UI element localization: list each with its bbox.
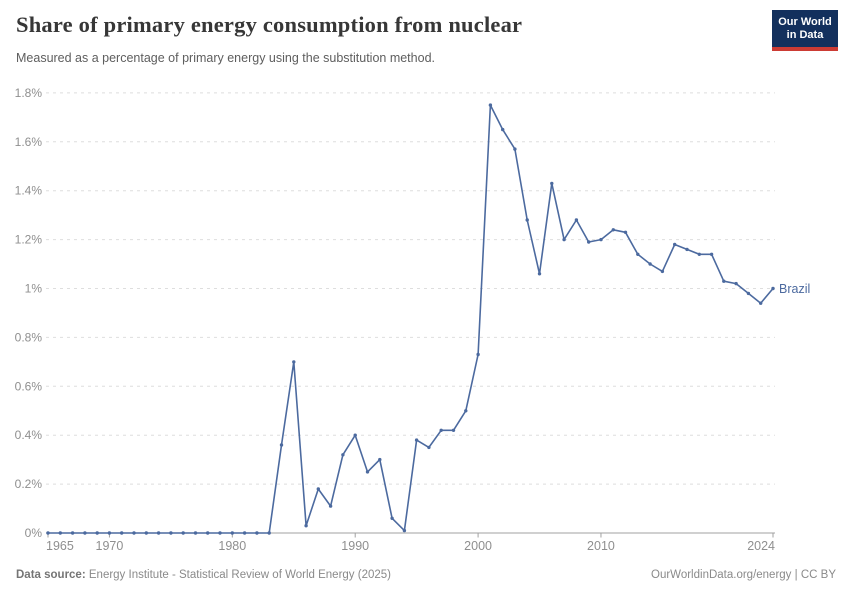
data-point[interactable] — [218, 531, 222, 535]
owid-logo-line1: Our World — [778, 16, 832, 28]
data-point[interactable] — [759, 301, 763, 305]
data-point[interactable] — [181, 531, 185, 535]
x-tick-label: 1990 — [341, 539, 369, 553]
data-point[interactable] — [525, 218, 529, 222]
data-point[interactable] — [193, 531, 198, 535]
data-point[interactable] — [660, 269, 665, 274]
data-point[interactable] — [746, 291, 751, 296]
data-point[interactable] — [242, 531, 247, 535]
y-tick-label: 1% — [25, 282, 43, 296]
data-point[interactable] — [427, 445, 431, 450]
y-tick-label: 1.6% — [15, 135, 43, 149]
chart-subtitle: Measured as a percentage of primary ener… — [16, 51, 435, 65]
data-point[interactable] — [623, 230, 628, 234]
data-point[interactable] — [599, 237, 603, 242]
data-point[interactable] — [648, 262, 652, 266]
data-point[interactable] — [255, 531, 259, 535]
x-tick-label: 1970 — [96, 539, 124, 553]
y-tick-label: 1.4% — [15, 184, 43, 198]
y-tick-label: 0.2% — [15, 477, 43, 491]
license-link[interactable]: CC BY — [800, 569, 836, 581]
data-point[interactable] — [476, 352, 480, 357]
data-point[interactable] — [58, 531, 62, 535]
owid-url-link[interactable]: OurWorldinData.org/energy — [651, 569, 792, 581]
data-point[interactable] — [414, 438, 419, 442]
series-line-brazil[interactable] — [47, 104, 774, 534]
data-point[interactable] — [169, 531, 173, 535]
data-point[interactable] — [501, 127, 505, 132]
data-point[interactable] — [316, 487, 320, 491]
data-point[interactable] — [341, 453, 345, 457]
data-point[interactable] — [292, 360, 296, 364]
credit-separator: | — [794, 569, 798, 581]
data-point[interactable] — [697, 252, 701, 256]
data-point[interactable] — [673, 242, 677, 247]
series-label-brazil[interactable]: Brazil — [779, 282, 810, 296]
data-point[interactable] — [771, 286, 775, 291]
data-point[interactable] — [279, 443, 284, 447]
data-point[interactable] — [562, 237, 566, 242]
data-point[interactable] — [685, 247, 689, 252]
x-tick-label: 1980 — [218, 539, 246, 553]
line-chart[interactable]: 0% 0.2% 0.4% 0.6% 0.8% 1% 1.2% 1.4% 1.6% 1.8% 1965… — [0, 0, 850, 562]
data-point[interactable] — [722, 279, 726, 283]
x-tick-label: 1965 — [46, 539, 74, 553]
data-point[interactable] — [328, 504, 333, 508]
x-tick-label: 2000 — [464, 539, 492, 553]
data-point[interactable] — [611, 228, 615, 232]
data-point[interactable] — [734, 281, 738, 286]
data-point[interactable] — [156, 531, 161, 535]
y-tick-label: 0.8% — [15, 330, 43, 344]
data-point[interactable] — [550, 181, 554, 186]
data-point[interactable] — [587, 240, 591, 244]
x-tick-label: 2024 — [747, 539, 775, 553]
y-tick-label: 1.8% — [15, 86, 43, 100]
data-point[interactable] — [267, 531, 271, 535]
data-point[interactable] — [513, 147, 517, 151]
data-point[interactable] — [83, 531, 87, 535]
data-point[interactable] — [488, 103, 493, 107]
owid-logo[interactable]: Our World in Data — [772, 10, 838, 51]
data-point[interactable] — [402, 528, 407, 533]
y-tick-label: 1.2% — [15, 233, 43, 247]
data-point[interactable] — [537, 272, 542, 276]
data-point[interactable] — [230, 531, 234, 535]
data-point[interactable] — [365, 470, 370, 474]
data-point[interactable] — [353, 433, 357, 437]
data-point[interactable] — [636, 252, 640, 256]
data-source-text: Energy Institute - Statistical Review of… — [88, 569, 391, 581]
credit: OurWorldinData.org/energy | CC BY — [651, 569, 836, 581]
data-point[interactable] — [451, 428, 456, 432]
data-point[interactable] — [144, 531, 148, 535]
data-point[interactable] — [574, 218, 579, 222]
data-point[interactable] — [70, 531, 75, 535]
data-point[interactable] — [132, 531, 136, 535]
data-point[interactable] — [107, 531, 112, 535]
data-point[interactable] — [709, 252, 714, 256]
data-point[interactable] — [390, 516, 394, 520]
chart-footer: Data source: Energy Institute - Statisti… — [16, 569, 836, 581]
data-point[interactable] — [439, 428, 443, 432]
y-tick-label: 0.4% — [15, 428, 43, 442]
data-point[interactable] — [120, 531, 124, 535]
chart-title: Share of primary energy consumption from… — [16, 12, 523, 37]
y-tick-label: 0% — [25, 526, 43, 540]
data-source-label: Data source: — [16, 569, 86, 581]
y-tick-label: 0.6% — [15, 379, 43, 393]
data-source: Data source: Energy Institute - Statisti… — [16, 569, 391, 581]
data-point[interactable] — [206, 531, 210, 535]
data-point[interactable] — [95, 531, 99, 535]
owid-logo-line2: in Data — [786, 29, 824, 41]
data-point[interactable] — [464, 409, 468, 413]
data-point[interactable] — [46, 531, 50, 535]
x-tick-label: 2010 — [587, 539, 615, 553]
data-point[interactable] — [378, 457, 382, 462]
data-point[interactable] — [304, 524, 308, 528]
